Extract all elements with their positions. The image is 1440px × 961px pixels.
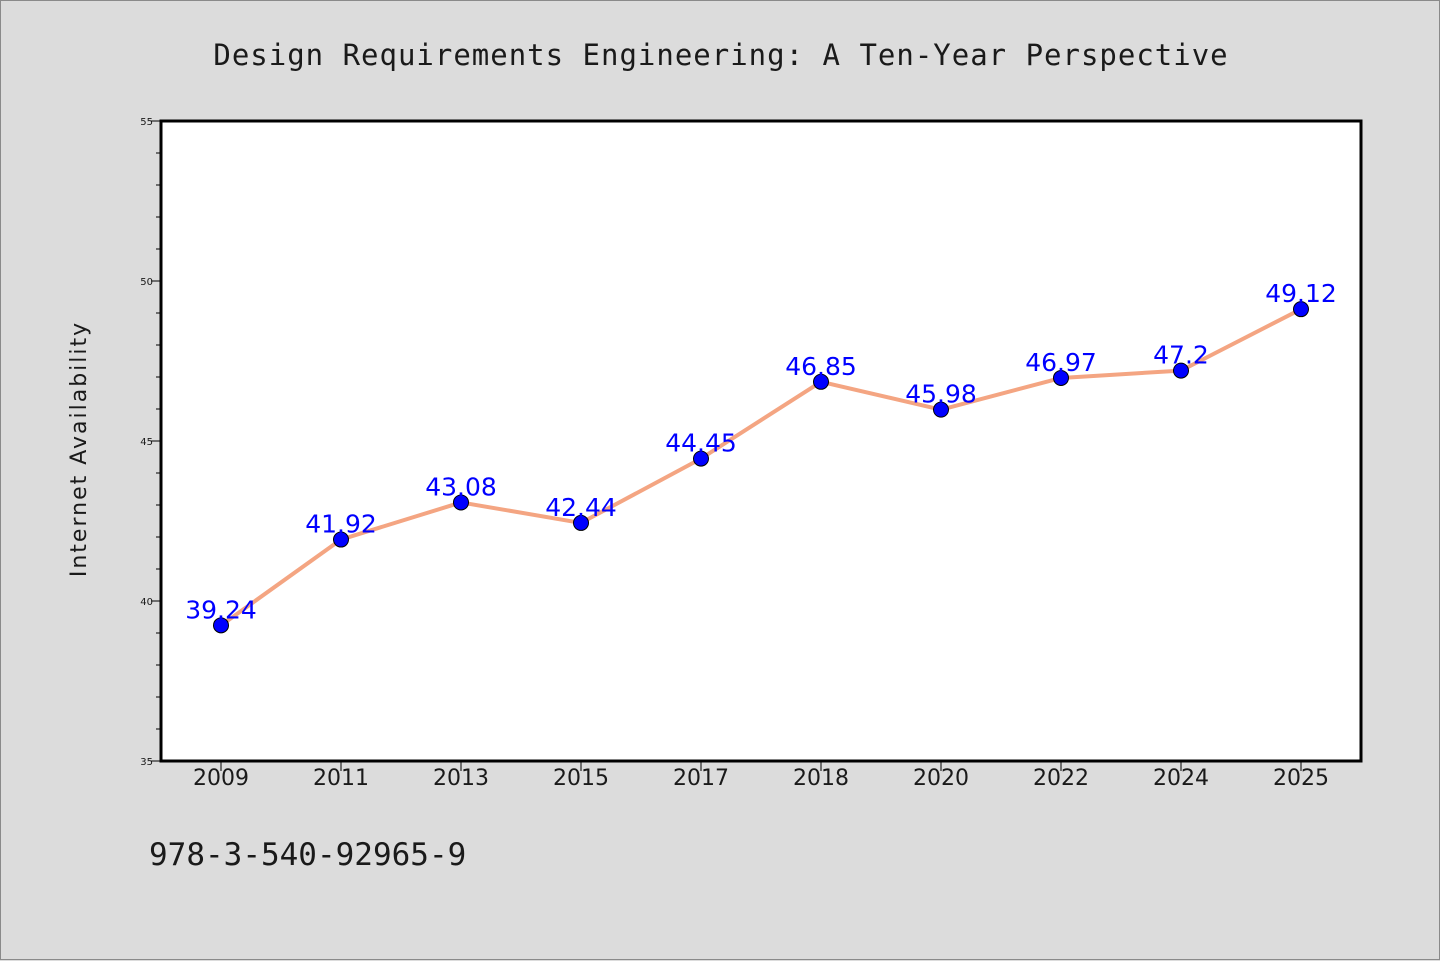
y-axis: 35 40 45 50 55 (140, 117, 161, 768)
data-label: 46.85 (785, 352, 857, 381)
data-labels: 39.24 41.92 43.08 42.44 44.45 46.85 45.98 46.97… (185, 279, 1337, 624)
x-tick-label: 2025 (1273, 766, 1329, 791)
data-point (693, 450, 709, 467)
plot-frame (159, 119, 1363, 763)
data-label: 46.97 (1025, 348, 1097, 377)
plot-area (161, 121, 1361, 761)
data-point (1173, 362, 1189, 379)
chart-title: Design Requirements Engineering: A Ten-Y… (213, 38, 1228, 72)
data-label: 42.44 (545, 493, 617, 522)
data-label: 44.45 (665, 429, 737, 458)
x-tick-label: 2020 (913, 766, 969, 791)
x-tick-label: 2011 (313, 766, 369, 791)
x-tick-label: 2018 (793, 766, 849, 791)
data-point (453, 494, 469, 511)
data-label: 39.24 (185, 595, 257, 624)
series-line (219, 307, 1303, 628)
y-tick-label: 55 (140, 117, 153, 128)
y-tick-label: 35 (140, 757, 153, 768)
data-point (213, 617, 229, 634)
data-label: 47.2 (1153, 341, 1209, 370)
x-axis: 2009 2011 2013 2015 2017 2018 2020 2022 2024 2025 (193, 761, 1329, 791)
series-line-group (219, 307, 1303, 628)
data-points (213, 301, 1309, 634)
data-point (933, 401, 949, 418)
x-tick-label: 2013 (433, 766, 489, 791)
y-axis-label: Internet Availability (67, 321, 92, 577)
data-label: 41.92 (305, 510, 377, 539)
y-tick-label: 45 (140, 437, 153, 448)
x-tick-label: 2015 (553, 766, 609, 791)
y-tick-label: 50 (140, 277, 153, 288)
x-tick-label: 2022 (1033, 766, 1089, 791)
data-point (813, 373, 829, 390)
data-point (333, 531, 349, 548)
x-tick-label: 2017 (673, 766, 729, 791)
x-tick-label: 2024 (1153, 766, 1209, 791)
data-label: 45.98 (905, 380, 977, 409)
data-label: 49.12 (1265, 279, 1337, 308)
x-tick-label: 2009 (193, 766, 249, 791)
data-label: 43.08 (425, 472, 497, 501)
isbn-footnote: 978-3-540-92965-9 (149, 837, 466, 873)
data-point (1053, 369, 1069, 386)
data-point (573, 514, 589, 531)
y-tick-label: 40 (140, 597, 153, 608)
data-point (1293, 301, 1309, 318)
